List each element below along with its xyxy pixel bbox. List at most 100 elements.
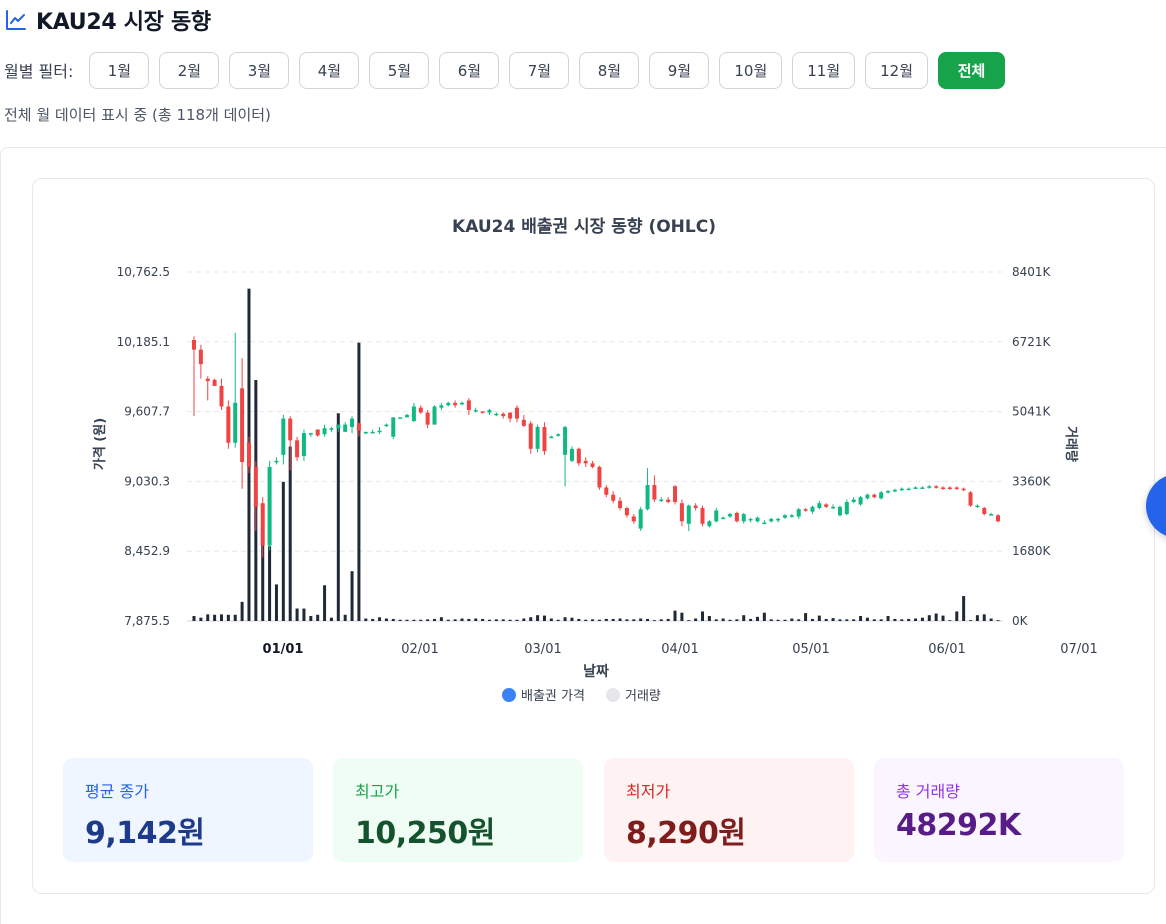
volume-bar bbox=[948, 620, 952, 621]
x-tick-label: 02/01 bbox=[401, 642, 438, 657]
volume-bar bbox=[996, 620, 1000, 621]
candle-body bbox=[645, 485, 650, 510]
candle-body bbox=[418, 407, 423, 413]
candle-body bbox=[487, 410, 492, 413]
candle-body bbox=[233, 402, 238, 443]
candle-body bbox=[556, 434, 561, 436]
candle-body bbox=[734, 512, 739, 522]
volume-bar bbox=[790, 618, 794, 621]
candle-body bbox=[817, 503, 822, 509]
volume-bar bbox=[955, 611, 959, 621]
candle-body bbox=[377, 430, 382, 433]
candle-body bbox=[748, 518, 753, 521]
candle-body bbox=[968, 492, 973, 506]
volume-bar bbox=[714, 619, 718, 621]
candle-body bbox=[405, 414, 410, 418]
volume-bar bbox=[920, 617, 924, 621]
candle-body bbox=[673, 486, 678, 502]
volume-bar bbox=[240, 601, 244, 621]
volume-bar bbox=[323, 585, 327, 621]
volume-bar bbox=[219, 614, 223, 621]
month-filter-all[interactable]: 전체 bbox=[938, 52, 1006, 89]
stat-volume-label: 총 거래량 bbox=[896, 782, 960, 801]
volume-bar bbox=[769, 619, 773, 621]
volume-bar bbox=[577, 618, 581, 621]
volume-bar bbox=[405, 619, 409, 621]
volume-bar bbox=[975, 615, 979, 621]
volume-bar bbox=[597, 619, 601, 621]
volume-bar bbox=[536, 615, 540, 621]
y-tick-label: 9,030.3 bbox=[124, 474, 170, 488]
volume-bar bbox=[838, 619, 842, 621]
volume-bar bbox=[288, 446, 292, 621]
candle-body bbox=[837, 506, 842, 516]
floating-action-button[interactable] bbox=[1146, 474, 1166, 538]
volume-bar bbox=[886, 616, 890, 621]
volume-bar bbox=[776, 619, 780, 621]
x-tick-label: 07/01 bbox=[1060, 642, 1097, 657]
volume-bar bbox=[804, 613, 808, 621]
candle-body bbox=[906, 488, 911, 491]
y2-tick-label: 3360K bbox=[1012, 474, 1052, 488]
volume-bar bbox=[914, 618, 918, 621]
volume-bar bbox=[591, 619, 595, 621]
month-filter-1[interactable]: 1월 bbox=[89, 52, 150, 89]
candle-body bbox=[604, 487, 609, 495]
candle-body bbox=[679, 503, 684, 522]
volume-bar bbox=[969, 620, 973, 621]
volume-bar bbox=[549, 618, 553, 621]
volume-bar bbox=[646, 618, 650, 621]
candle-body bbox=[295, 440, 300, 458]
candle-body bbox=[693, 505, 698, 509]
candle-body bbox=[198, 349, 203, 365]
month-filter-12[interactable]: 12월 bbox=[865, 52, 929, 89]
y-tick-label: 10,762.5 bbox=[117, 265, 170, 279]
candle-body bbox=[569, 448, 574, 461]
month-filter-4[interactable]: 4월 bbox=[299, 52, 360, 89]
x-tick-label: 05/01 bbox=[792, 642, 829, 657]
volume-bar bbox=[343, 614, 347, 621]
candle-body bbox=[879, 492, 884, 499]
volume-bar bbox=[213, 614, 217, 621]
month-filter-5[interactable]: 5월 bbox=[369, 52, 430, 89]
candle-body bbox=[913, 487, 918, 489]
filter-status: 전체 월 데이터 표시 중 (총 118개 데이터) bbox=[4, 106, 271, 124]
month-filter-11[interactable]: 11월 bbox=[792, 52, 856, 89]
candle-body bbox=[899, 488, 904, 491]
candle-body bbox=[391, 417, 396, 437]
x-tick-label: 03/01 bbox=[524, 642, 561, 657]
candle-body bbox=[982, 508, 987, 515]
candle-body bbox=[583, 460, 588, 464]
y-axis-title: 가격 (원) bbox=[93, 418, 108, 470]
candle-body bbox=[590, 463, 595, 467]
volume-bar bbox=[281, 481, 285, 621]
month-filter-10[interactable]: 10월 bbox=[719, 52, 783, 89]
volume-bar bbox=[632, 619, 636, 621]
candle-body bbox=[329, 428, 334, 430]
candle-body bbox=[453, 402, 458, 406]
month-filter-7[interactable]: 7월 bbox=[509, 52, 570, 89]
volume-bar bbox=[907, 618, 911, 621]
month-filter-6[interactable]: 6월 bbox=[439, 52, 500, 89]
volume-bar bbox=[556, 619, 560, 621]
candle-body bbox=[432, 406, 437, 425]
volume-bar bbox=[302, 608, 306, 621]
month-filter-8[interactable]: 8월 bbox=[579, 52, 640, 89]
month-filter-3[interactable]: 3월 bbox=[229, 52, 290, 89]
candle-body bbox=[425, 412, 430, 425]
candle-body bbox=[501, 413, 506, 417]
volume-bar bbox=[357, 342, 361, 621]
month-filter-9[interactable]: 9월 bbox=[649, 52, 710, 89]
month-filter-2[interactable]: 2월 bbox=[159, 52, 220, 89]
candle-body bbox=[322, 428, 327, 435]
volume-bar bbox=[446, 619, 450, 621]
trending-up-icon bbox=[6, 10, 26, 30]
candle-body bbox=[446, 402, 451, 406]
volume-bar bbox=[755, 616, 759, 621]
volume-bar bbox=[962, 596, 966, 621]
volume-bar bbox=[893, 618, 897, 621]
candle-body bbox=[865, 494, 870, 499]
candle-body bbox=[892, 489, 897, 492]
stat-avg-close-value: 9,142원 bbox=[85, 816, 205, 851]
